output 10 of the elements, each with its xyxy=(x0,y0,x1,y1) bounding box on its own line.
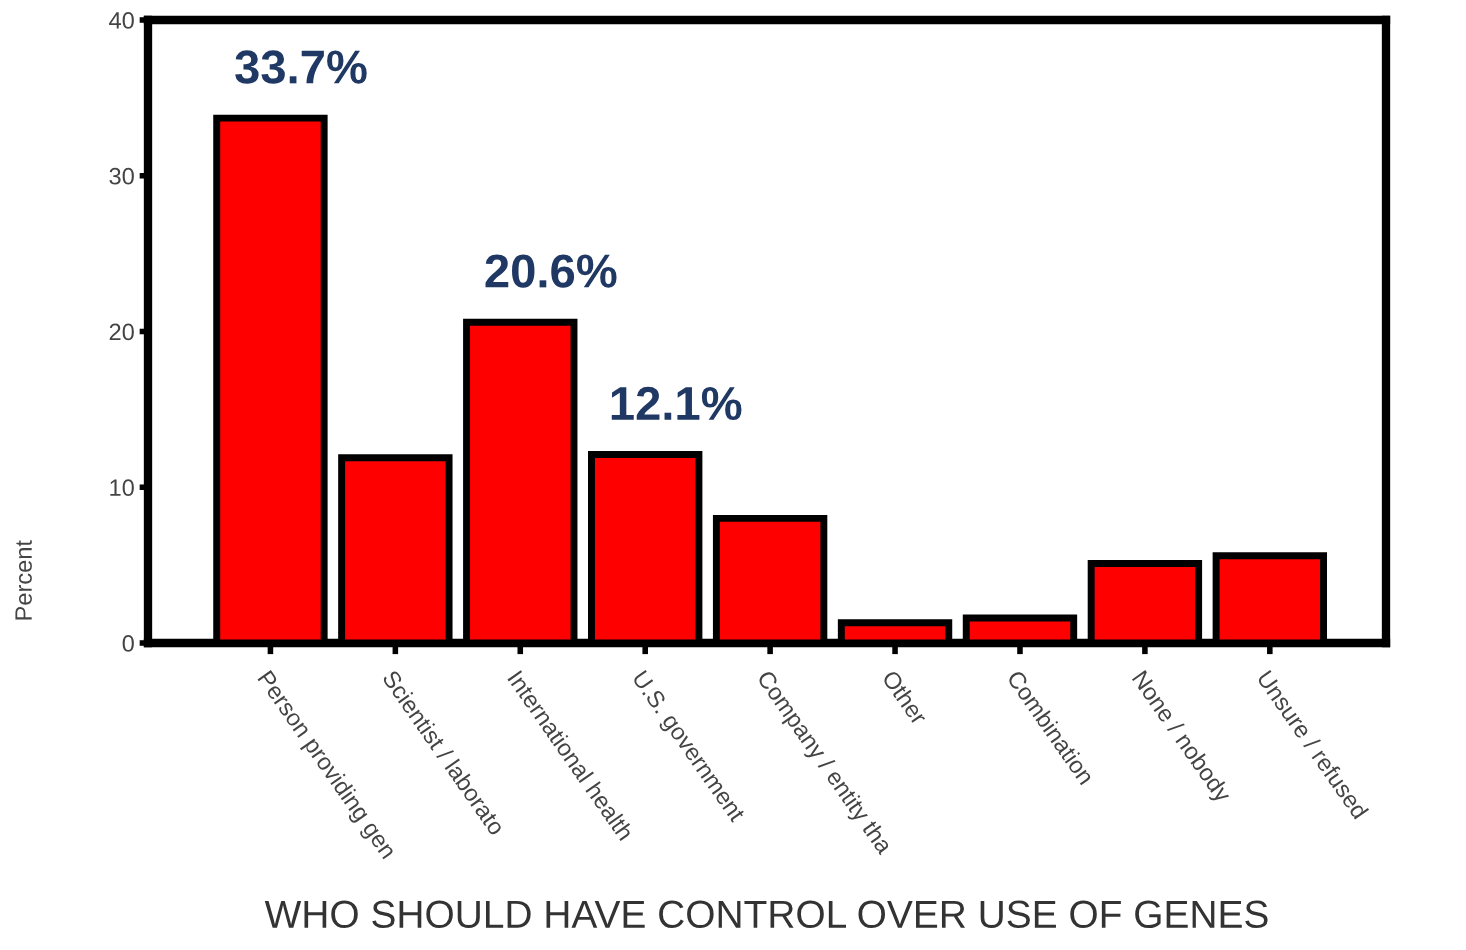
y-tick-label: 20 xyxy=(109,323,134,341)
y-tick-label: 0 xyxy=(122,635,134,652)
y-tick-label: 30 xyxy=(109,167,134,185)
y-tick-label: 40 xyxy=(109,12,134,29)
y-tick-label: 10 xyxy=(110,479,134,497)
data-label: 20.6% xyxy=(485,254,617,288)
x-axis-title: WHO SHOULD HAVE CONTROL OVER USE OF GENES xyxy=(264,900,1268,929)
data-label: 33.7% xyxy=(235,50,367,84)
data-label: 12.1% xyxy=(611,386,742,421)
y-axis-title: Percent xyxy=(15,540,32,620)
